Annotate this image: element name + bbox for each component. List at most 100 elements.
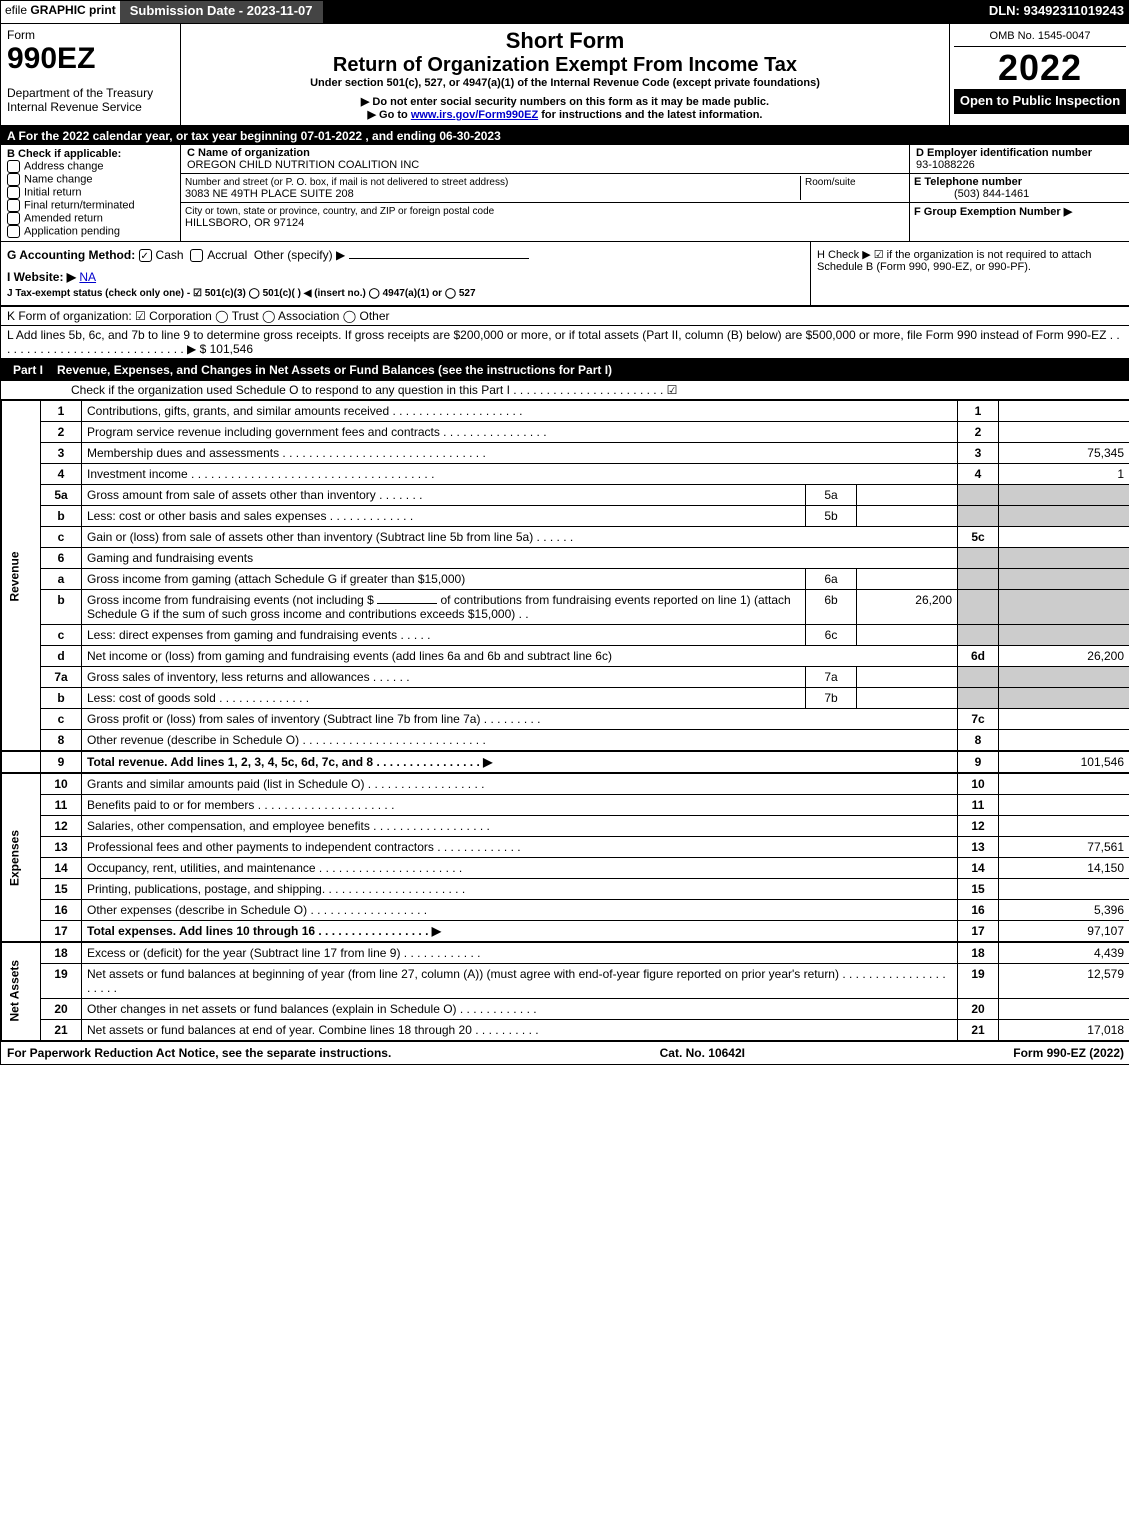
- part-i-table: Revenue 1 Contributions, gifts, grants, …: [1, 400, 1129, 1041]
- line-6c-text: Less: direct expenses from gaming and fu…: [82, 625, 806, 646]
- g-accrual[interactable]: Accrual: [207, 248, 247, 262]
- line-5b-box-grey: [958, 506, 999, 527]
- line-12-box: 12: [958, 816, 999, 837]
- line-6b-amt-grey: [999, 590, 1129, 625]
- part-i-label: Part I: [7, 362, 49, 378]
- line-17-amt: 97,107: [999, 921, 1129, 943]
- goto-instructions: ▶ Go to www.irs.gov/Form990EZ for instru…: [191, 108, 939, 121]
- chk-initial-return[interactable]: Initial return: [24, 186, 81, 198]
- line-6a-text: Gross income from gaming (attach Schedul…: [82, 569, 806, 590]
- line-11-num: 11: [41, 795, 82, 816]
- j-label: J Tax-exempt status (check only one) - ☑…: [7, 288, 476, 299]
- line-7b-mid: 7b: [806, 688, 857, 709]
- line-15-num: 15: [41, 879, 82, 900]
- section-c: C Name of organization OREGON CHILD NUTR…: [181, 145, 910, 241]
- line-19-box: 19: [958, 964, 999, 999]
- line-6c-midval: [857, 625, 958, 646]
- tax-year: 2022: [954, 47, 1126, 89]
- line-3-text: Membership dues and assessments . . . . …: [82, 443, 958, 464]
- goto-url[interactable]: www.irs.gov/Form990EZ: [411, 109, 538, 121]
- section-b: B Check if applicable: Address change Na…: [1, 145, 181, 241]
- chk-address-change[interactable]: Address change: [24, 160, 104, 172]
- noenter-warning: ▶ Do not enter social security numbers o…: [191, 95, 939, 108]
- c-label: C Name of organization: [187, 147, 310, 159]
- dept-treasury: Department of the Treasury: [7, 86, 174, 100]
- line-5a-midval: [857, 485, 958, 506]
- k-form-org: K Form of organization: ☑ Corporation ◯ …: [1, 306, 1129, 326]
- line-7c-num: c: [41, 709, 82, 730]
- line-3-num: 3: [41, 443, 82, 464]
- room-label: Room/suite: [805, 177, 856, 188]
- line-2-box: 2: [958, 422, 999, 443]
- line-4-text: Investment income . . . . . . . . . . . …: [82, 464, 958, 485]
- line-5c-text: Gain or (loss) from sale of assets other…: [82, 527, 958, 548]
- form-word: Form: [7, 28, 174, 42]
- line-7c-box: 7c: [958, 709, 999, 730]
- form-header: Form 990EZ Department of the Treasury In…: [1, 24, 1129, 127]
- print-label: print: [89, 3, 116, 17]
- part-i-header: Part I Revenue, Expenses, and Changes in…: [1, 359, 1129, 381]
- section-d-e-f: D Employer identification number 93-1088…: [910, 145, 1129, 241]
- line-20-num: 20: [41, 999, 82, 1020]
- efile-graphic-print[interactable]: efile GRAPHIC print: [1, 1, 120, 23]
- line-21-num: 21: [41, 1020, 82, 1041]
- line-6a-box-grey: [958, 569, 999, 590]
- line-6c-num: c: [41, 625, 82, 646]
- chk-application-pending[interactable]: Application pending: [24, 225, 120, 237]
- line-13-text: Professional fees and other payments to …: [82, 837, 958, 858]
- chk-name-change[interactable]: Name change: [24, 173, 93, 185]
- section-b-title: B Check if applicable:: [7, 148, 174, 160]
- line-14-amt: 14,150: [999, 858, 1129, 879]
- line-1-amt: [999, 401, 1129, 422]
- line-21-amt: 17,018: [999, 1020, 1129, 1041]
- g-cash[interactable]: Cash: [156, 248, 184, 262]
- form-990ez-page: efile GRAPHIC print Submission Date - 20…: [0, 0, 1129, 1065]
- g-other[interactable]: Other (specify) ▶: [254, 248, 345, 262]
- line-2-text: Program service revenue including govern…: [82, 422, 958, 443]
- line-15-amt: [999, 879, 1129, 900]
- revenue-vlabel: Revenue: [2, 401, 41, 752]
- chk-amended-return[interactable]: Amended return: [24, 212, 103, 224]
- line-6-box-grey: [958, 548, 999, 569]
- line-5a-text: Gross amount from sale of assets other t…: [82, 485, 806, 506]
- line-10-text: Grants and similar amounts paid (list in…: [82, 773, 958, 795]
- ein-value: 93-1088226: [916, 159, 975, 171]
- netassets-vlabel: Net Assets: [2, 942, 41, 1041]
- line-8-text: Other revenue (describe in Schedule O) .…: [82, 730, 958, 752]
- line-15-box: 15: [958, 879, 999, 900]
- i-website-value[interactable]: NA: [79, 270, 96, 284]
- chk-final-return[interactable]: Final return/terminated: [24, 199, 135, 211]
- line-2-amt: [999, 422, 1129, 443]
- short-form-title: Short Form: [191, 28, 939, 54]
- line-18-text: Excess or (deficit) for the year (Subtra…: [82, 942, 958, 964]
- line-13-box: 13: [958, 837, 999, 858]
- submission-date: Submission Date - 2023-11-07: [120, 1, 323, 23]
- line-7a-box-grey: [958, 667, 999, 688]
- line-12-num: 12: [41, 816, 82, 837]
- phone-label: E Telephone number: [914, 176, 1022, 188]
- line-6-num: 6: [41, 548, 82, 569]
- line-6c-amt-grey: [999, 625, 1129, 646]
- line-14-box: 14: [958, 858, 999, 879]
- line-18-box: 18: [958, 942, 999, 964]
- line-20-amt: [999, 999, 1129, 1020]
- line-16-text: Other expenses (describe in Schedule O) …: [82, 900, 958, 921]
- goto-post: for instructions and the latest informat…: [538, 109, 762, 121]
- line-11-text: Benefits paid to or for members . . . . …: [82, 795, 958, 816]
- org-name: OREGON CHILD NUTRITION COALITION INC: [187, 159, 419, 171]
- line-6d-num: d: [41, 646, 82, 667]
- line-8-box: 8: [958, 730, 999, 752]
- line-9-num: 9: [41, 751, 82, 773]
- dln-number: DLN: 93492311019243: [983, 1, 1129, 23]
- expenses-vlabel: Expenses: [2, 773, 41, 942]
- line-20-text: Other changes in net assets or fund bala…: [82, 999, 958, 1020]
- line-7a-mid: 7a: [806, 667, 857, 688]
- l-amount: 101,546: [206, 342, 253, 356]
- line-11-amt: [999, 795, 1129, 816]
- line-6b-box-grey: [958, 590, 999, 625]
- open-public-inspection: Open to Public Inspection: [954, 89, 1126, 114]
- line-9-box: 9: [958, 751, 999, 773]
- line-5a-mid: 5a: [806, 485, 857, 506]
- line-17-box: 17: [958, 921, 999, 943]
- line-5b-amt-grey: [999, 506, 1129, 527]
